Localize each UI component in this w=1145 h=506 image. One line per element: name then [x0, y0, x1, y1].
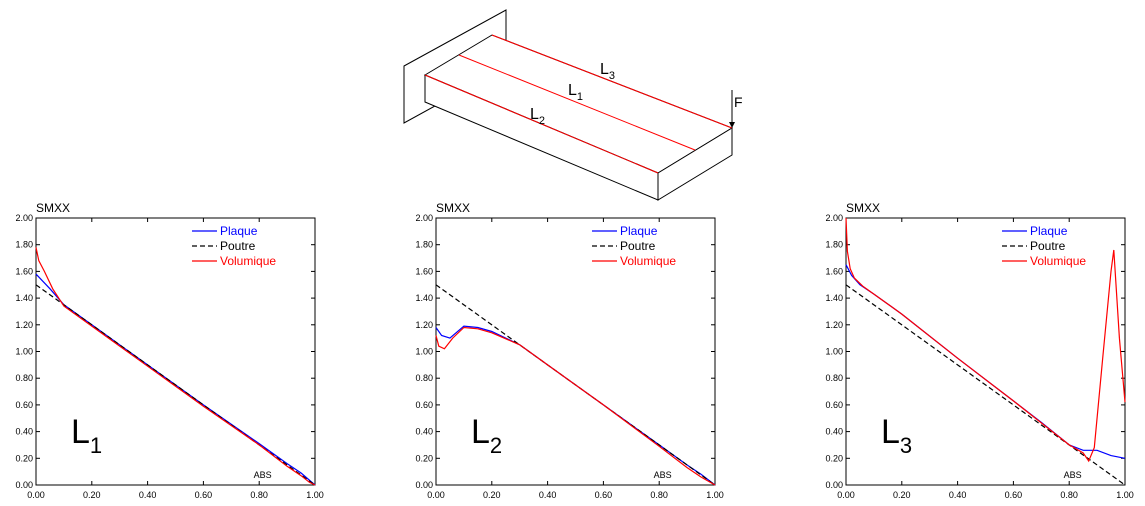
line-big-label: L3: [881, 413, 912, 458]
y-tick-label: 0.60: [825, 400, 843, 410]
line-l1: [458, 54, 696, 151]
x-tick-label: 0.00: [427, 490, 445, 500]
line-label-l1: L1: [568, 82, 583, 103]
x-tick-label: 0.80: [650, 490, 668, 500]
chart-title: SMXX: [846, 201, 880, 215]
force-label: F: [734, 94, 743, 110]
x-axis-label: ABS: [1064, 470, 1082, 480]
chart-panel-1: 0.00 0.20 0.40 0.60 0.80 1.00 1.20 1.40 1.60 1.80…: [15, 201, 323, 500]
force-arrowhead: [729, 122, 735, 128]
x-tick-label: 0.60: [595, 490, 613, 500]
x-tick-label: 0.80: [250, 490, 268, 500]
y-tick-label: 0.80: [15, 373, 33, 383]
legend-label-volumique: Volumique: [220, 254, 276, 268]
y-tick-label: 1.60: [15, 266, 33, 276]
x-tick-label: 0.80: [1060, 490, 1078, 500]
y-tick-label: 0.20: [415, 453, 433, 463]
y-tick-label: 2.00: [15, 213, 33, 223]
y-tick-label: 1.20: [415, 320, 433, 330]
y-tick-label: 0.80: [825, 373, 843, 383]
x-axis-label: ABS: [654, 470, 672, 480]
y-tick-label: 1.00: [825, 347, 843, 357]
line-big-label: L1: [71, 413, 102, 458]
legend-label-plaque: Plaque: [220, 224, 258, 238]
x-tick-label: 0.20: [893, 490, 911, 500]
y-tick-label: 1.60: [415, 266, 433, 276]
y-tick-label: 2.00: [825, 213, 843, 223]
line-label-l2: L2: [530, 106, 545, 127]
line-big-label: L2: [471, 413, 502, 458]
x-tick-label: 1.00: [306, 490, 324, 500]
y-tick-label: 1.00: [415, 347, 433, 357]
series-line-plaque: [35, 273, 316, 486]
y-tick-label: 0.20: [15, 453, 33, 463]
y-tick-label: 1.40: [415, 293, 433, 303]
series-line-volumique: [435, 326, 716, 486]
x-axis-label: ABS: [254, 470, 272, 480]
y-tick-label: 0.00: [825, 480, 843, 490]
series-line-volumique: [845, 217, 1126, 463]
x-tick-label: 1.00: [1116, 490, 1134, 500]
x-tick-label: 0.60: [195, 490, 213, 500]
y-tick-label: 1.00: [15, 347, 33, 357]
legend-label-poutre: Poutre: [1030, 239, 1066, 253]
y-tick-label: 0.40: [825, 427, 843, 437]
legend-label-volumique: Volumique: [620, 254, 676, 268]
series-line-poutre: [35, 284, 316, 486]
y-tick-label: 2.00: [415, 213, 433, 223]
x-tick-label: 0.00: [837, 490, 855, 500]
chart-title: SMXX: [36, 201, 70, 215]
legend-label-plaque: Plaque: [1030, 224, 1068, 238]
x-tick-label: 0.40: [139, 490, 157, 500]
legend-label-poutre: Poutre: [220, 239, 256, 253]
chart-panel-3: 0.00 0.20 0.40 0.60 0.80 1.00 1.20 1.40 1.60 1.80…: [825, 201, 1133, 500]
legend-label-volumique: Volumique: [1030, 254, 1086, 268]
series-line-volumique: [35, 247, 316, 486]
legend-label-plaque: Plaque: [620, 224, 658, 238]
y-tick-label: 1.60: [825, 266, 843, 276]
chart-title: SMXX: [436, 201, 470, 215]
chart-panel-2: 0.00 0.20 0.40 0.60 0.80 1.00 1.20 1.40 1.60 1.80…: [415, 201, 723, 500]
y-tick-label: 1.40: [15, 293, 33, 303]
y-tick-label: 1.20: [15, 320, 33, 330]
y-tick-label: 1.40: [825, 293, 843, 303]
y-tick-label: 0.60: [15, 400, 33, 410]
x-tick-label: 0.40: [949, 490, 967, 500]
y-tick-label: 0.40: [15, 427, 33, 437]
x-tick-label: 0.40: [539, 490, 557, 500]
cantilever-beam-diagram: L3 L1 L2 F: [403, 9, 743, 201]
x-tick-label: 0.20: [83, 490, 101, 500]
x-tick-label: 0.20: [483, 490, 501, 500]
x-tick-label: 0.60: [1005, 490, 1023, 500]
y-tick-label: 1.80: [15, 240, 33, 250]
y-tick-label: 0.20: [825, 453, 843, 463]
y-tick-label: 0.40: [415, 427, 433, 437]
legend-label-poutre: Poutre: [620, 239, 656, 253]
x-tick-label: 0.00: [27, 490, 45, 500]
y-tick-label: 1.80: [415, 240, 433, 250]
y-tick-label: 0.00: [15, 480, 33, 490]
series-line-plaque: [435, 325, 716, 486]
y-tick-label: 1.80: [825, 240, 843, 250]
line-l3: [491, 34, 733, 129]
line-label-l3: L3: [600, 61, 615, 82]
beam-end-face: [657, 127, 733, 201]
charts: 0.00 0.20 0.40 0.60 0.80 1.00 1.20 1.40 1.60 1.80…: [15, 201, 1133, 500]
series-line-poutre: [845, 284, 1126, 486]
y-tick-label: 0.60: [415, 400, 433, 410]
y-tick-label: 0.00: [415, 480, 433, 490]
y-tick-label: 0.80: [415, 373, 433, 383]
line-l2: [424, 74, 659, 174]
y-tick-label: 1.20: [825, 320, 843, 330]
x-tick-label: 1.00: [706, 490, 724, 500]
